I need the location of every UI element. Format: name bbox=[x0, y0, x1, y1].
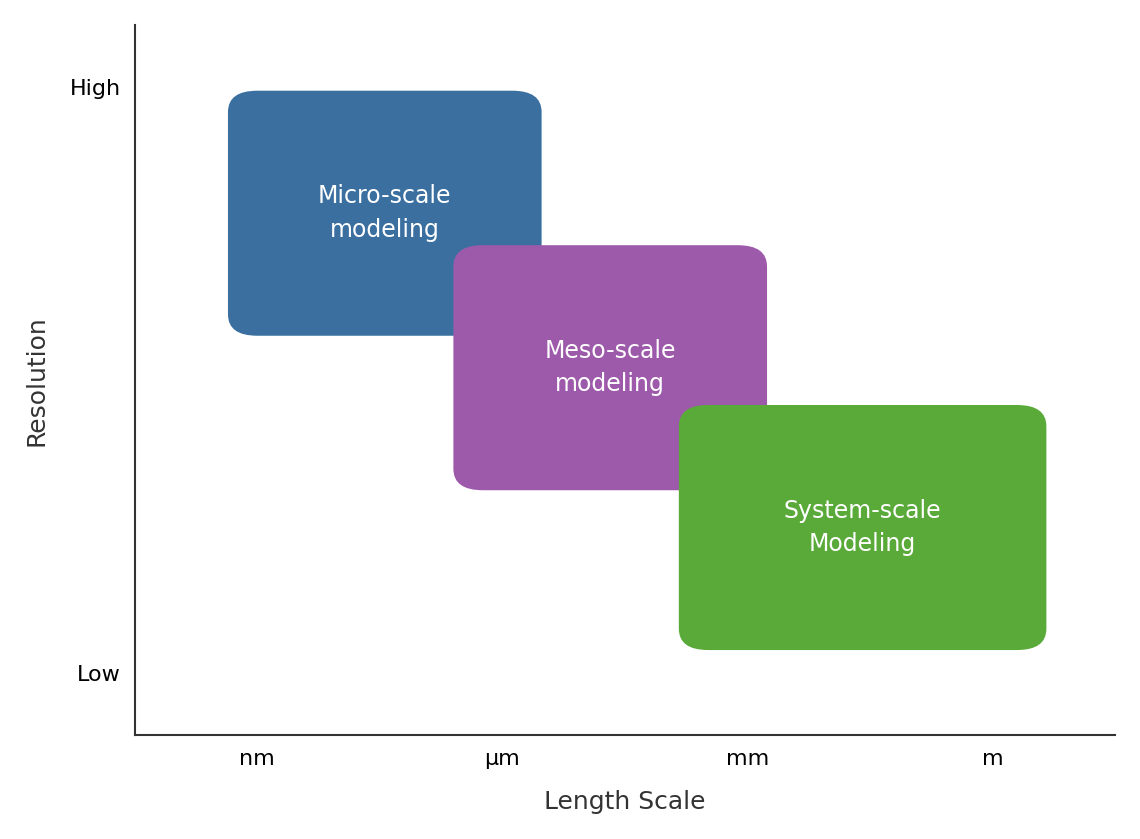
X-axis label: Length Scale: Length Scale bbox=[544, 790, 706, 814]
Text: Micro-scale
modeling: Micro-scale modeling bbox=[318, 185, 451, 242]
FancyBboxPatch shape bbox=[228, 91, 542, 336]
FancyBboxPatch shape bbox=[678, 405, 1047, 650]
FancyBboxPatch shape bbox=[454, 245, 767, 490]
Text: Meso-scale
modeling: Meso-scale modeling bbox=[545, 339, 676, 397]
Y-axis label: Resolution: Resolution bbox=[25, 315, 49, 446]
Text: System-scale
Modeling: System-scale Modeling bbox=[784, 498, 942, 556]
